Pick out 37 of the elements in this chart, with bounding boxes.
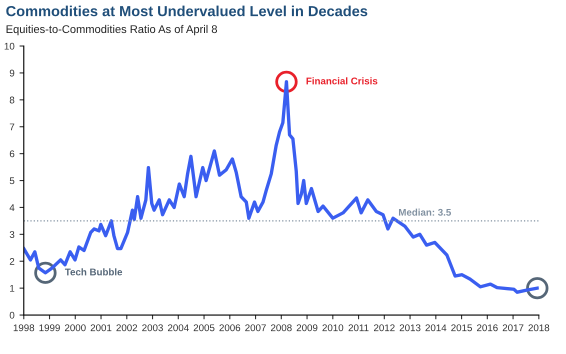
x-tick-label: 2017 [502, 324, 524, 332]
annotation: Tech Bubble [64, 268, 122, 276]
annotation: Financial Crisis [306, 77, 378, 84]
x-tick-label: 2014 [425, 324, 446, 332]
x-tick-label: 2002 [116, 324, 138, 332]
ref-line-label: Median: 3.5 [398, 208, 452, 216]
x-tick-label: 2000 [64, 324, 86, 332]
y-tick-label: 7 [10, 124, 14, 130]
y-tick-label: 6 [10, 150, 14, 158]
y-tick-label: 5 [10, 177, 14, 184]
chart-subtitle: Equities-to-Commodities Ratio As of April 8 [6, 24, 217, 36]
y-tick-label: 9 [10, 70, 14, 77]
x-tick-label: 2016 [477, 324, 498, 332]
y-tick-label: 10 [4, 42, 14, 50]
x-tick-label: 2004 [168, 324, 189, 332]
x-tick-label: 2012 [374, 324, 395, 332]
x-tick-label: 2006 [219, 324, 240, 332]
x-tick-label: 2005 [194, 324, 214, 332]
y-tick-label: 1 [10, 284, 14, 292]
x-tick-label: 2013 [400, 324, 420, 332]
y-tick-label: 2 [10, 258, 14, 265]
x-tick-label: 2008 [270, 324, 292, 332]
y-tick-label: 8 [10, 96, 14, 104]
x-tick-label: 2007 [245, 324, 266, 332]
chart-title: Commodities at Most Undervalued Level in Decades [6, 6, 368, 16]
x-tick-label: 1999 [39, 324, 60, 332]
x-tick-label: 2011 [348, 324, 369, 332]
x-tick-label: 2003 [142, 324, 163, 332]
x-tick-label: 2018 [528, 324, 550, 332]
x-tick-label: 1998 [14, 324, 34, 332]
x-tick-label: 2015 [451, 324, 472, 332]
x-tick-label: 2001 [90, 324, 112, 332]
y-tick-label: 4 [10, 204, 14, 211]
x-tick-label: 2010 [322, 324, 344, 332]
y-tick-label: 3 [10, 231, 14, 238]
y-tick-label: 0 [10, 312, 14, 319]
x-tick-label: 2009 [296, 324, 318, 332]
